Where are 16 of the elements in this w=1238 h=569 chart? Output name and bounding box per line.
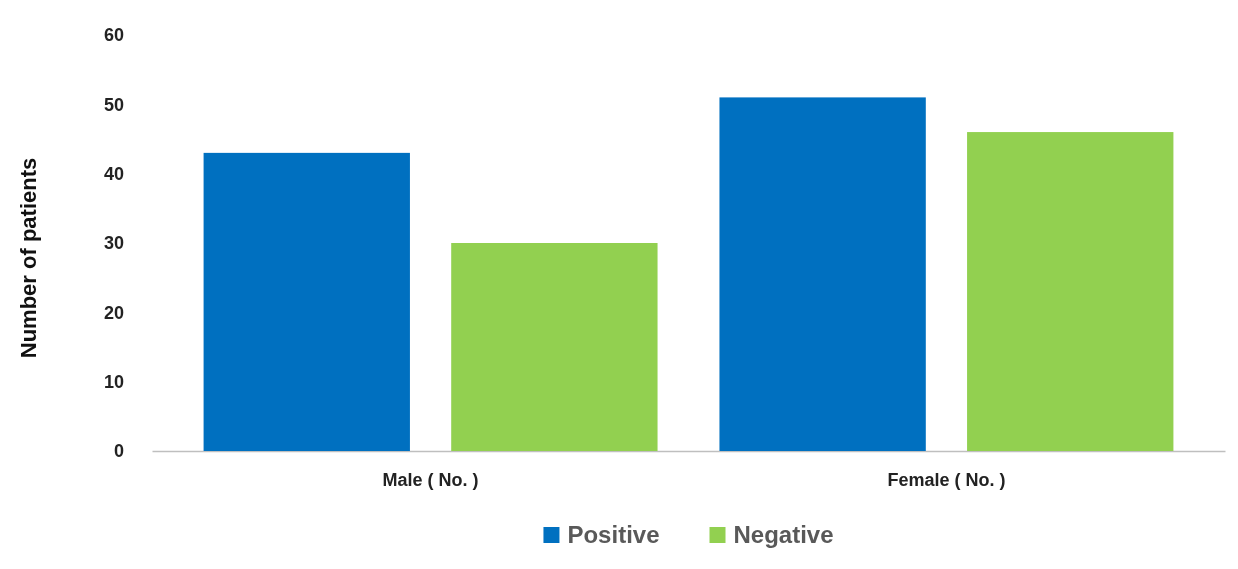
y-tick-label: 40 <box>103 163 124 184</box>
bar <box>967 132 1174 451</box>
y-axis-title: Number of patients <box>16 157 41 359</box>
y-tick-label: 30 <box>103 233 124 254</box>
y-tick-label: 20 <box>103 302 124 323</box>
bar <box>451 243 658 451</box>
bar <box>719 97 926 451</box>
legend-label: Negative <box>733 521 834 548</box>
bar <box>203 152 410 451</box>
legend-label: Positive <box>567 521 660 548</box>
x-tick-label: Female ( No. ) <box>887 469 1006 490</box>
x-tick-label: Male ( No. ) <box>382 469 479 490</box>
y-tick-label: 60 <box>103 25 124 46</box>
y-tick-label: 10 <box>103 371 124 392</box>
y-tick-label: 50 <box>103 94 124 115</box>
y-tick-label: 0 <box>113 441 124 462</box>
